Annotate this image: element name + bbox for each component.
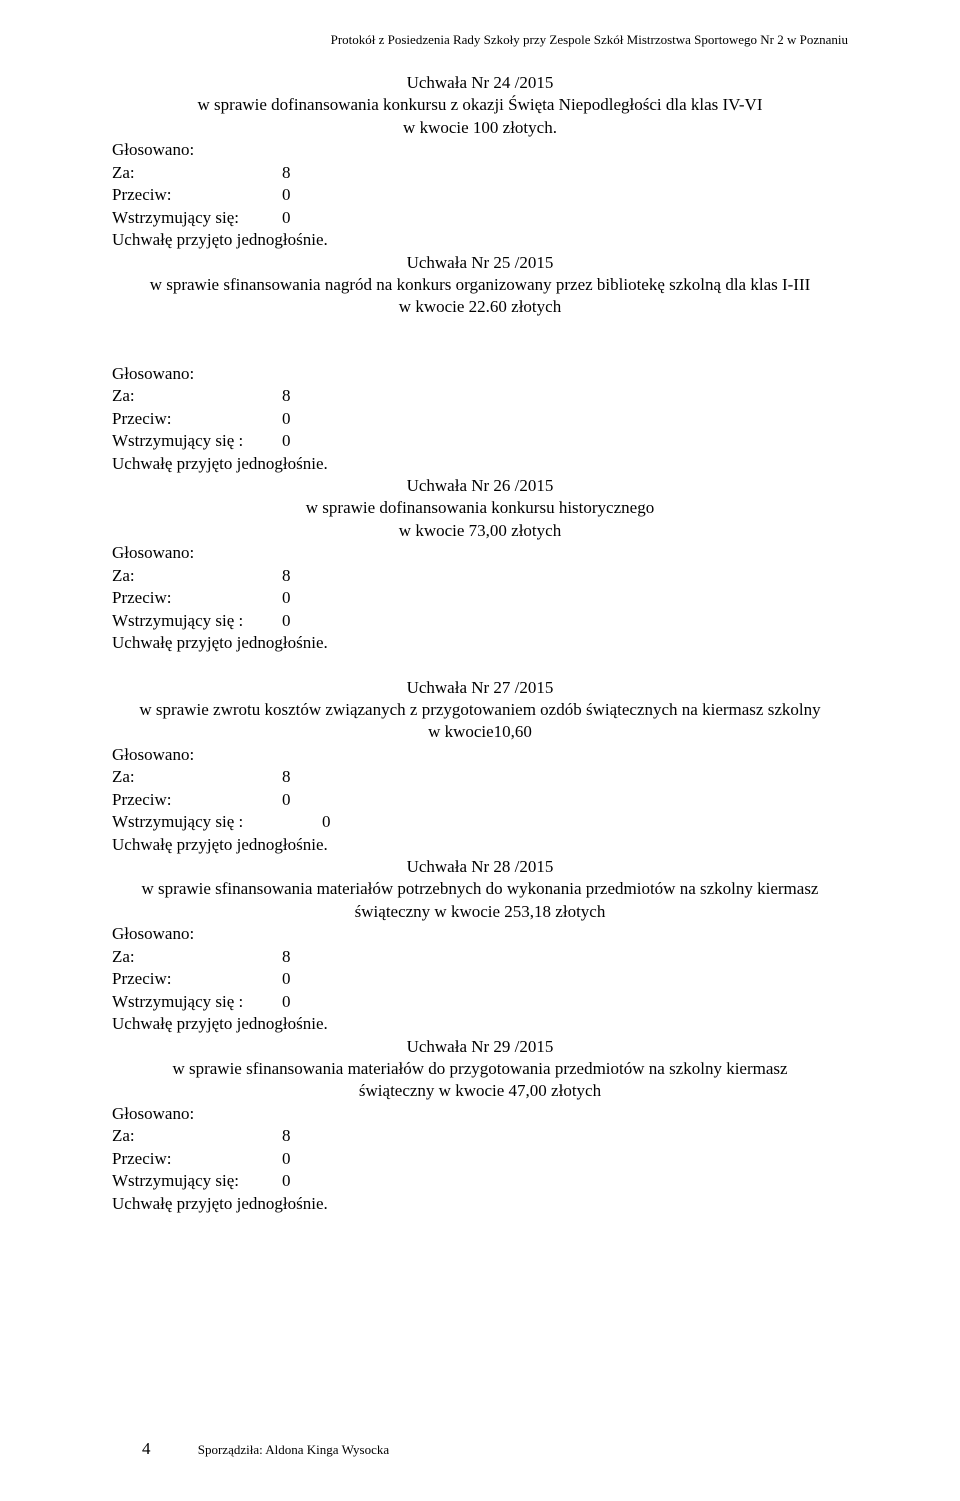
vote-for-value: 8: [282, 1125, 291, 1147]
adopted-text: Uchwałę przyjęto jednogłośnie.: [112, 1193, 848, 1215]
resolution-25-amount: w kwocie 22.60 złotych: [112, 296, 848, 318]
resolution-24-title: Uchwała Nr 24 /2015: [112, 72, 848, 94]
vote-for-value: 8: [282, 385, 291, 407]
vote-against-line: Przeciw: 0: [112, 587, 848, 609]
vote-for-label: Za:: [112, 1125, 282, 1147]
vote-heading: Głosowano:: [112, 542, 848, 564]
vote-for-label: Za:: [112, 565, 282, 587]
resolution-26-title: Uchwała Nr 26 /2015: [112, 475, 848, 497]
vote-heading: Głosowano:: [112, 139, 848, 161]
vote-abstain-label: Wstrzymujący się :: [112, 811, 322, 833]
vote-for-label: Za:: [112, 162, 282, 184]
vote-abstain-label: Wstrzymujący się :: [112, 610, 282, 632]
vote-abstain-line: Wstrzymujący się : 0: [112, 610, 848, 632]
vote-against-value: 0: [282, 184, 291, 206]
vote-abstain-value: 0: [282, 610, 291, 632]
vote-for-line: Za: 8: [112, 766, 848, 788]
vote-against-label: Przeciw:: [112, 789, 282, 811]
resolution-29-subject: w sprawie sfinansowania materiałów do pr…: [112, 1058, 848, 1080]
adopted-text: Uchwałę przyjęto jednogłośnie.: [112, 1013, 848, 1035]
resolution-29-title: Uchwała Nr 29 /2015: [112, 1036, 848, 1058]
resolution-26-amount: w kwocie 73,00 złotych: [112, 520, 848, 542]
vote-for-line: Za: 8: [112, 565, 848, 587]
vote-against-value: 0: [282, 587, 291, 609]
resolution-28-subject: w sprawie sfinansowania materiałów potrz…: [112, 878, 848, 900]
resolution-25-title: Uchwała Nr 25 /2015: [112, 252, 848, 274]
vote-heading: Głosowano:: [112, 744, 848, 766]
vote-against-label: Przeciw:: [112, 587, 282, 609]
footer-author: Sporządziła: Aldona Kinga Wysocka: [198, 1442, 389, 1457]
vote-abstain-label: Wstrzymujący się :: [112, 991, 282, 1013]
vote-abstain-line: Wstrzymujący się : 0: [112, 991, 848, 1013]
resolution-27-title: Uchwała Nr 27 /2015: [112, 677, 848, 699]
vote-against-value: 0: [282, 1148, 291, 1170]
vote-for-label: Za:: [112, 946, 282, 968]
vote-for-value: 8: [282, 766, 291, 788]
vote-against-label: Przeciw:: [112, 968, 282, 990]
vote-against-value: 0: [282, 408, 291, 430]
adopted-text: Uchwałę przyjęto jednogłośnie.: [112, 632, 848, 654]
vote-for-line: Za: 8: [112, 1125, 848, 1147]
page-footer: 4 Sporządziła: Aldona Kinga Wysocka: [142, 1439, 389, 1459]
vote-abstain-label: Wstrzymujący się :: [112, 430, 282, 452]
vote-abstain-value: 0: [282, 207, 291, 229]
vote-against-value: 0: [282, 789, 291, 811]
vote-for-value: 8: [282, 565, 291, 587]
vote-heading: Głosowano:: [112, 363, 848, 385]
vote-for-value: 8: [282, 162, 291, 184]
vote-against-label: Przeciw:: [112, 408, 282, 430]
vote-against-label: Przeciw:: [112, 1148, 282, 1170]
document-body: Uchwała Nr 24 /2015 w sprawie dofinansow…: [112, 72, 848, 1215]
resolution-24-amount: w kwocie 100 złotych.: [112, 117, 848, 139]
vote-against-line: Przeciw: 0: [112, 968, 848, 990]
vote-abstain-value: 0: [282, 991, 291, 1013]
vote-against-line: Przeciw: 0: [112, 184, 848, 206]
adopted-text: Uchwałę przyjęto jednogłośnie.: [112, 834, 848, 856]
resolution-28-title: Uchwała Nr 28 /2015: [112, 856, 848, 878]
vote-for-label: Za:: [112, 385, 282, 407]
resolution-27-amount: w kwocie10,60: [112, 721, 848, 743]
resolution-28-amount: świąteczny w kwocie 253,18 złotych: [112, 901, 848, 923]
vote-for-line: Za: 8: [112, 385, 848, 407]
vote-abstain-value: 0: [282, 1170, 291, 1192]
vote-abstain-line: Wstrzymujący się: 0: [112, 1170, 848, 1192]
vote-against-value: 0: [282, 968, 291, 990]
page-header: Protokół z Posiedzenia Rady Szkoły przy …: [331, 32, 848, 48]
resolution-25-subject: w sprawie sfinansowania nagród na konkur…: [112, 274, 848, 296]
vote-against-label: Przeciw:: [112, 184, 282, 206]
vote-abstain-value: 0: [282, 430, 291, 452]
adopted-text: Uchwałę przyjęto jednogłośnie.: [112, 453, 848, 475]
resolution-29-amount: świąteczny w kwocie 47,00 złotych: [112, 1080, 848, 1102]
vote-abstain-label: Wstrzymujący się:: [112, 1170, 282, 1192]
resolution-27-subject: w sprawie zwrotu kosztów związanych z pr…: [112, 699, 848, 721]
vote-for-line: Za: 8: [112, 946, 848, 968]
vote-against-line: Przeciw: 0: [112, 408, 848, 430]
adopted-text: Uchwałę przyjęto jednogłośnie.: [112, 229, 848, 251]
vote-for-line: Za: 8: [112, 162, 848, 184]
vote-heading: Głosowano:: [112, 923, 848, 945]
page-number: 4: [142, 1439, 151, 1459]
vote-abstain-line: Wstrzymujący się: 0: [112, 207, 848, 229]
vote-for-value: 8: [282, 946, 291, 968]
vote-abstain-line: Wstrzymujący się : 0: [112, 811, 848, 833]
vote-abstain-line: Wstrzymujący się : 0: [112, 430, 848, 452]
vote-against-line: Przeciw: 0: [112, 1148, 848, 1170]
vote-heading: Głosowano:: [112, 1103, 848, 1125]
resolution-26-subject: w sprawie dofinansowania konkursu histor…: [112, 497, 848, 519]
vote-against-line: Przeciw: 0: [112, 789, 848, 811]
vote-abstain-value: 0: [322, 811, 331, 833]
vote-abstain-label: Wstrzymujący się:: [112, 207, 282, 229]
resolution-24-subject: w sprawie dofinansowania konkursu z okaz…: [112, 94, 848, 116]
vote-for-label: Za:: [112, 766, 282, 788]
